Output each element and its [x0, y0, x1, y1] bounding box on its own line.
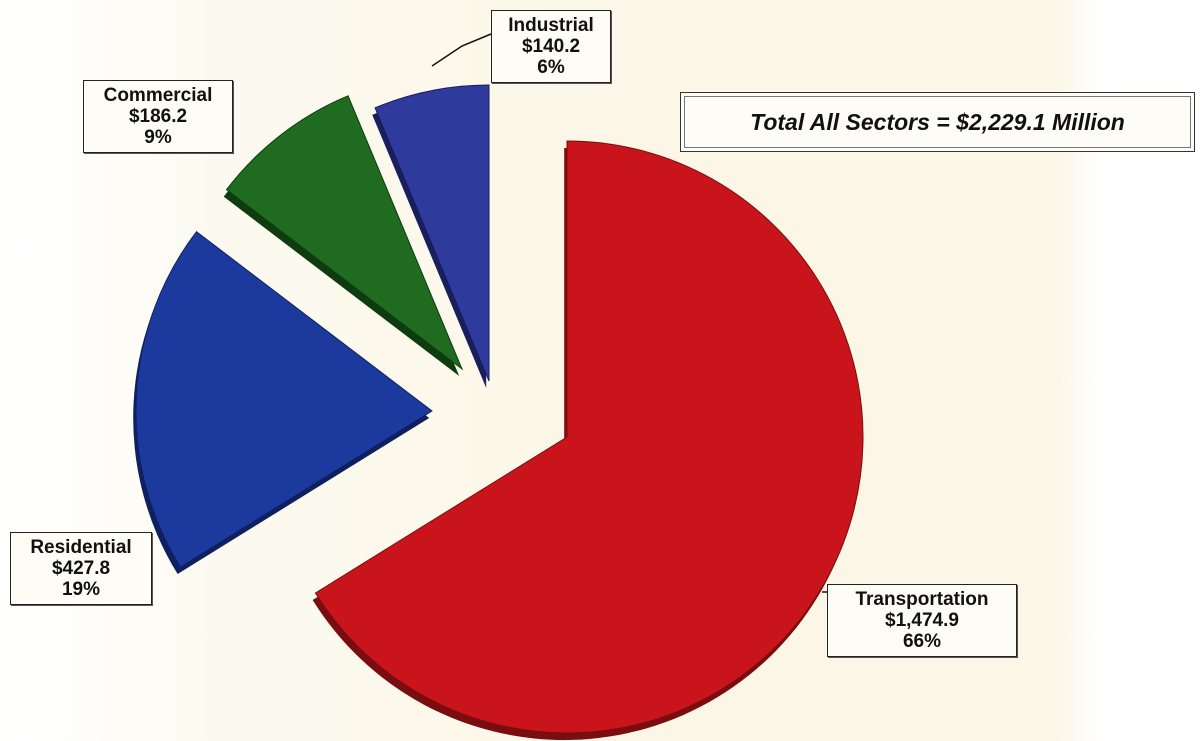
label-residential-percent: 19%	[61, 579, 101, 600]
label-industrial-percent: 6%	[537, 57, 565, 78]
total-annotation-text: Total All Sectors = $2,229.1 Million	[750, 108, 1125, 135]
label-transportation-name: Transportation	[855, 589, 989, 610]
label-commercial-value: $186.2	[128, 106, 188, 127]
pie-slice-industrial	[372, 84, 490, 388]
pie-slice-transportation	[312, 140, 864, 740]
total-annotation: Total All Sectors = $2,229.1 Million	[680, 92, 1195, 152]
pie-slice-residential-face	[135, 230, 433, 568]
label-industrial-name: Industrial	[508, 15, 594, 36]
label-residential-name: Residential	[30, 537, 132, 558]
label-transportation: Transportation $1,474.9 66%	[827, 584, 1017, 657]
label-residential-value: $427.8	[51, 558, 111, 579]
label-residential: Residential $427.8 19%	[10, 532, 152, 605]
leader-line-industrial	[431, 33, 492, 67]
label-transportation-value: $1,474.9	[885, 610, 959, 631]
pie-slice-industrial-face	[374, 84, 490, 382]
label-transportation-percent: 66%	[902, 631, 942, 652]
label-commercial-percent: 9%	[144, 127, 172, 148]
label-commercial: Commercial $186.2 9%	[83, 80, 233, 153]
label-industrial: Industrial $140.2 6%	[491, 10, 611, 83]
pie-slice-transportation-face	[314, 140, 864, 734]
pie-slice-residential	[133, 230, 433, 574]
label-commercial-name: Commercial	[103, 85, 213, 106]
pie-slice-commercial-face	[225, 95, 464, 371]
pie-slice-commercial	[223, 95, 464, 376]
label-industrial-value: $140.2	[521, 36, 581, 57]
